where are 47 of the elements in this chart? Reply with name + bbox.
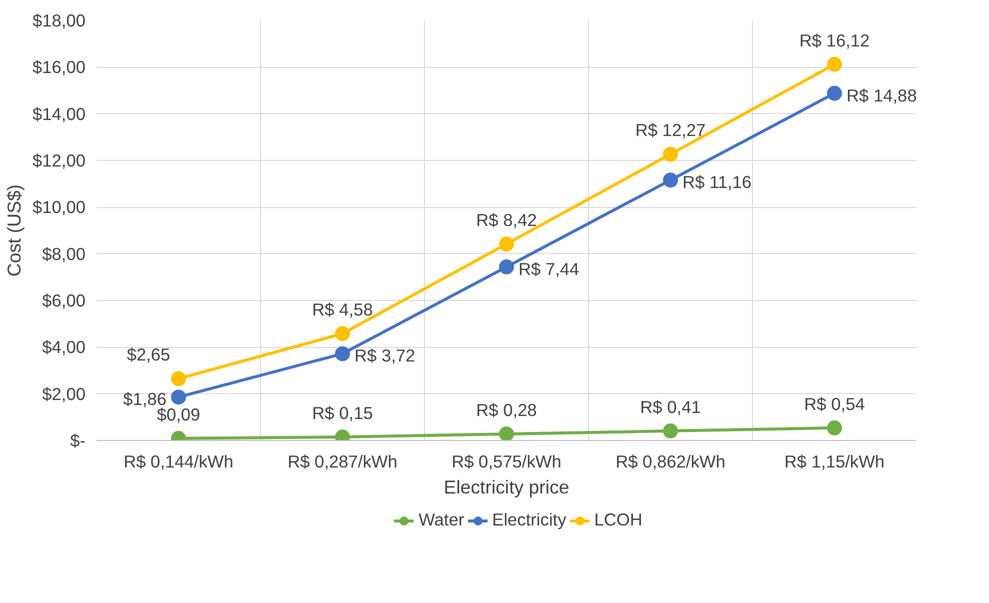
y-tick-label: $6,00: [42, 290, 86, 310]
x-tick-label: R$ 0,862/kWh: [616, 452, 726, 472]
y-tick-label: $10,00: [32, 197, 86, 218]
data-label: $2,65: [126, 344, 170, 365]
data-label: R$ 0,15: [312, 403, 373, 423]
point: [499, 259, 514, 274]
y-tick-label: $18,00: [32, 10, 86, 30]
data-label: $0,09: [156, 404, 200, 424]
point: [827, 86, 842, 101]
data-label: R$ 0,54: [804, 394, 866, 414]
legend-label: Electricity: [492, 510, 566, 530]
point: [827, 56, 842, 72]
point: [499, 236, 514, 252]
data-label: R$ 0,28: [476, 400, 537, 420]
y-tick-label: $14,00: [32, 104, 86, 124]
data-label: R$ 3,72: [354, 346, 416, 366]
point: [171, 390, 186, 405]
legend-label: Water: [418, 510, 464, 530]
y-axis-title: Cost (US$): [4, 184, 24, 277]
data-label: R$ 8,42: [476, 210, 537, 230]
point: [663, 146, 678, 162]
point: [499, 426, 514, 440]
data-label: R$ 12,27: [635, 120, 706, 140]
data-label: R$ 14,88: [846, 85, 917, 106]
data-label: R$ 16,12: [799, 30, 870, 50]
point: [335, 346, 350, 362]
x-tick-label: R$ 1,15/kWh: [784, 452, 885, 472]
x-tick-label: R$ 0,575/kWh: [452, 452, 562, 472]
x-tick-label: R$ 0,287/kWh: [288, 452, 398, 472]
point: [663, 423, 678, 438]
y-tick-label: $16,00: [32, 57, 86, 78]
point: [335, 326, 350, 342]
point: [827, 420, 842, 436]
x-axis-title: Electricity price: [444, 476, 570, 498]
y-tick-label: $8,00: [42, 244, 86, 264]
data-label: R$ 7,44: [518, 258, 580, 279]
y-tick-label: $2,00: [42, 384, 86, 404]
data-label: R$ 0,41: [640, 396, 701, 417]
point: [663, 172, 678, 188]
legend-label: LCOH: [594, 510, 642, 530]
point: [171, 371, 186, 386]
y-tick-label: $-: [70, 430, 86, 450]
y-tick-label: $4,00: [42, 337, 86, 358]
y-tick-label: $12,00: [32, 150, 86, 170]
x-tick-label: R$ 0,144/kWh: [124, 452, 234, 472]
data-label: R$ 4,58: [312, 300, 373, 320]
data-label: R$ 11,16: [682, 172, 752, 192]
